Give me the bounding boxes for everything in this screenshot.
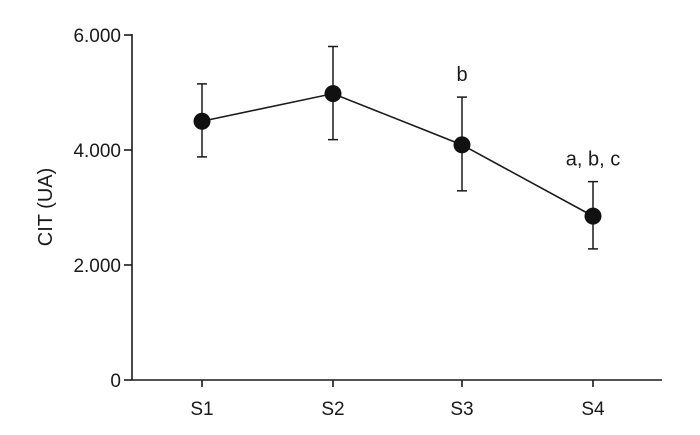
x-tick-label: S2 bbox=[321, 399, 344, 420]
series-line bbox=[201, 92, 594, 217]
y-tick-label: 2.000 bbox=[73, 256, 121, 277]
axes: 0 2.000 4.000 6.000 S1 S2 S3 S4 bbox=[73, 26, 662, 420]
data-point bbox=[584, 207, 602, 225]
data-point bbox=[453, 136, 471, 154]
data-point bbox=[324, 85, 342, 103]
y-tick-label: 6.000 bbox=[73, 26, 121, 47]
significance-annotation: b bbox=[456, 64, 467, 86]
x-tick-label: S4 bbox=[581, 399, 605, 420]
x-tick-label: S3 bbox=[450, 399, 473, 420]
significance-annotation: a, b, c bbox=[566, 149, 620, 171]
y-axis-label: CIT (UA) bbox=[35, 168, 57, 247]
y-tick-label: 4.000 bbox=[73, 141, 121, 162]
series-layer bbox=[193, 45, 602, 250]
y-tick-label: 0 bbox=[110, 371, 121, 392]
annotation-layer: b a, b, c bbox=[456, 64, 620, 171]
x-tick-label: S1 bbox=[190, 399, 213, 420]
data-point bbox=[193, 112, 211, 130]
